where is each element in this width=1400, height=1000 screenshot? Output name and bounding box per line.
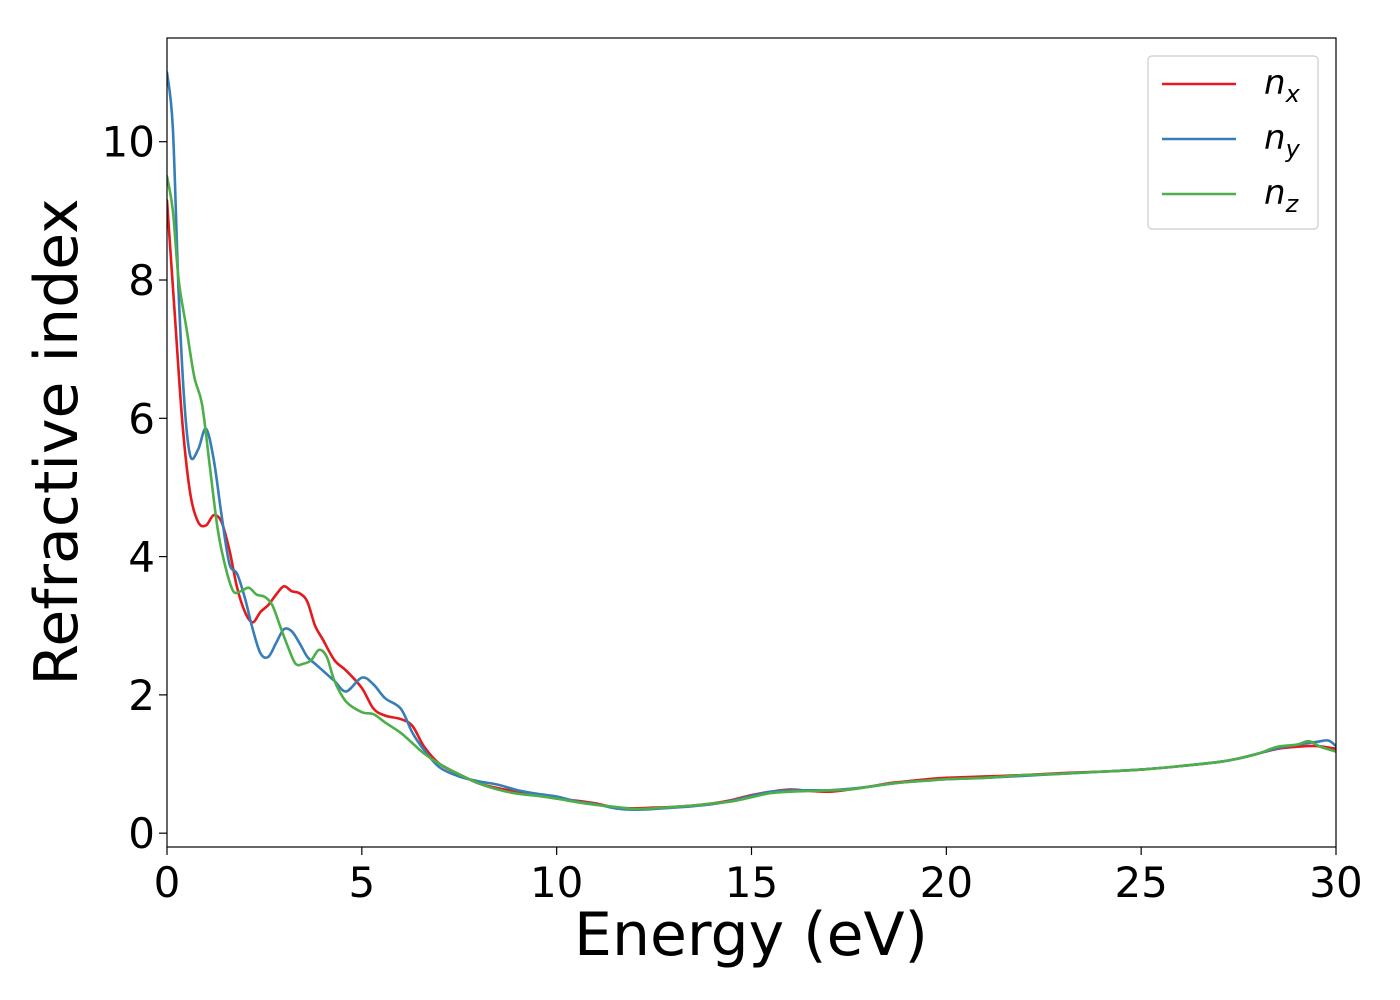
x-tick-label: 0 (154, 858, 181, 907)
x-tick-label: 25 (1114, 858, 1167, 907)
legend-label-y: ny (1264, 118, 1301, 163)
series-layer (167, 71, 1336, 811)
legend-label-main: n (1264, 118, 1286, 158)
x-tick-label: 20 (920, 858, 973, 907)
series-line-x (167, 199, 1336, 810)
x-tick-label: 15 (725, 858, 778, 907)
y-tick-label: 2 (128, 671, 155, 720)
legend-label-main: n (1264, 63, 1286, 103)
x-axis-ticks: 0 5 10 15 20 25 30 (154, 847, 1363, 907)
y-tick-label: 10 (102, 118, 155, 167)
legend-frame (1147, 55, 1319, 230)
y-tick-label: 8 (128, 256, 155, 305)
legend-label-subscript: x (1285, 80, 1301, 108)
y-tick-label: 4 (128, 533, 155, 582)
legend-label-subscript: y (1285, 135, 1301, 163)
x-tick-label: 5 (348, 858, 375, 907)
legend-label-z: nz (1264, 173, 1300, 218)
legend-label-subscript: z (1285, 190, 1300, 218)
x-axis-label: Energy (eV) (574, 900, 928, 970)
series-line-z (167, 174, 1336, 811)
y-axis-ticks: 0 2 4 6 8 10 (102, 118, 167, 858)
legend-label-main: n (1264, 173, 1286, 213)
y-tick-label: 6 (128, 394, 155, 443)
y-tick-label: 0 (128, 809, 155, 858)
x-tick-label: 10 (530, 858, 583, 907)
y-axis-label: Refractive index (22, 198, 92, 685)
x-tick-label: 30 (1309, 858, 1362, 907)
legend-label-x: nx (1264, 63, 1301, 108)
